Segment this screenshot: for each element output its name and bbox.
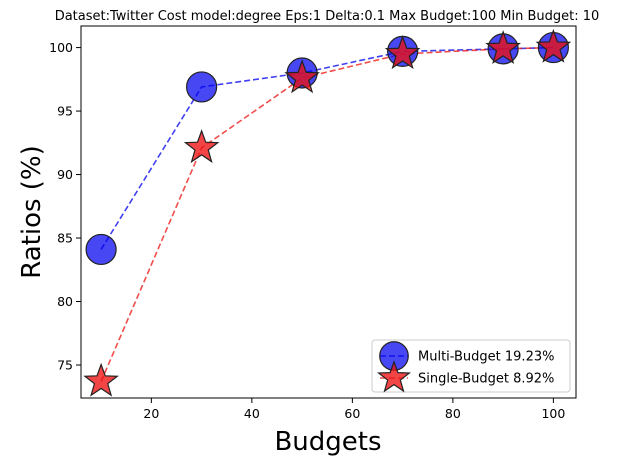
x-tick-label: 80 — [445, 406, 461, 421]
series-2-point — [83, 362, 119, 397]
x-tick-label: 20 — [143, 406, 159, 421]
y-tick-label: 95 — [57, 104, 73, 119]
series-1-point — [85, 233, 117, 266]
x-axis-label: Budgets — [274, 427, 381, 457]
y-tick-label: 75 — [57, 357, 73, 372]
series-line-2 — [100, 46, 554, 382]
series-2-point — [284, 59, 320, 94]
chart-title: Dataset:Twitter Cost model:degree Eps:1 … — [55, 9, 600, 24]
x-tick-label: 60 — [344, 406, 360, 421]
legend: Multi-Budget 19.23% Single-Budget 8.92% — [371, 339, 571, 393]
y-tick-label: 90 — [57, 167, 73, 182]
plot-frame — [80, 25, 577, 399]
x-tick-label: 100 — [541, 406, 565, 421]
legend-marker-2 — [376, 360, 412, 393]
y-tick-label: 85 — [57, 231, 73, 246]
series-2-point — [535, 28, 572, 63]
series-line-1 — [100, 46, 554, 250]
x-tick-label: 40 — [244, 406, 260, 421]
legend-label-2: Single-Budget 8.92% — [418, 372, 554, 387]
y-tick-label: 100 — [49, 40, 73, 55]
series-2-point — [485, 30, 521, 65]
y-axis-label: Ratios (%) — [17, 145, 47, 279]
y-tick-label: 80 — [57, 294, 73, 309]
legend-label-1: Multi-Budget 19.23% — [418, 350, 554, 365]
legend-box — [371, 339, 571, 393]
y-axis-ticks: 75 80 85 90 95 100 — [49, 40, 81, 372]
series-2-point — [183, 129, 220, 164]
series-1-point — [186, 71, 218, 103]
series-2-point — [384, 35, 421, 70]
x-axis-ticks: 20 40 60 80 100 — [143, 398, 565, 421]
plot-series — [83, 28, 572, 397]
